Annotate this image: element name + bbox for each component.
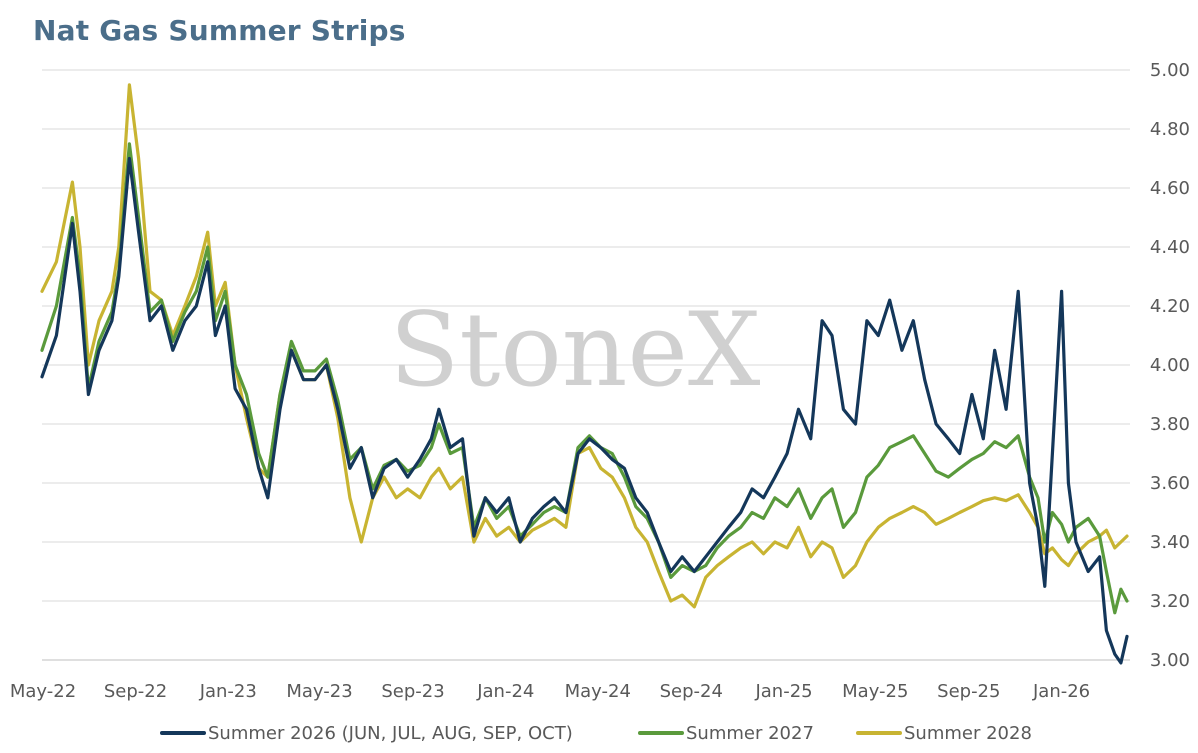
legend-swatch xyxy=(638,731,684,735)
y-tick-label: 3.80 xyxy=(1150,414,1190,435)
legend-item: Summer 2028 xyxy=(856,718,1032,748)
legend-label: Summer 2027 xyxy=(686,722,814,744)
x-tick-label: May-22 xyxy=(10,681,76,702)
x-axis-ticks: May-22 Sep-22 Jan-23 May-23 Sep-23 Jan-24 May-… xyxy=(10,681,1090,702)
y-tick-label: 5.00 xyxy=(1150,60,1190,81)
legend-swatch xyxy=(856,731,902,735)
x-tick-label: Jan-26 xyxy=(1032,681,1090,702)
x-tick-label: Sep-22 xyxy=(104,681,167,702)
legend-swatch xyxy=(160,731,206,735)
y-tick-label: 4.40 xyxy=(1150,237,1190,258)
legend: Summer 2026 (JUN, JUL, AUG, SEP, OCT) Sum… xyxy=(0,718,1198,748)
x-tick-label: May-25 xyxy=(842,681,908,702)
legend-label: Summer 2028 xyxy=(904,722,1032,744)
chart-title: Nat Gas Summer Strips xyxy=(33,14,406,47)
gridlines xyxy=(42,69,1130,661)
line-chart: StoneX 3.00 3.20 3.40 3.60 3.80 4.00 4.20 4.40 4… xyxy=(10,60,1190,702)
x-tick-label: Sep-24 xyxy=(660,681,723,702)
y-tick-label: 4.00 xyxy=(1150,355,1190,376)
watermark-logo: StoneX xyxy=(390,291,761,410)
legend-label: Summer 2026 (JUN, JUL, AUG, SEP, OCT) xyxy=(208,722,573,744)
x-tick-label: Jan-23 xyxy=(199,681,257,702)
series-lines xyxy=(40,83,1129,665)
y-tick-label: 4.80 xyxy=(1150,119,1190,140)
legend-item: Summer 2027 xyxy=(638,718,814,748)
x-tick-label: May-24 xyxy=(565,681,631,702)
y-tick-label: 3.40 xyxy=(1150,532,1190,553)
y-tick-label: 3.60 xyxy=(1150,473,1190,494)
legend-item: Summer 2026 (JUN, JUL, AUG, SEP, OCT) xyxy=(160,718,573,748)
x-tick-label: May-23 xyxy=(286,681,352,702)
y-axis-ticks: 3.00 3.20 3.40 3.60 3.80 4.00 4.20 4.40 4.60 4.80… xyxy=(1150,60,1190,671)
series-line xyxy=(40,83,1129,609)
x-tick-label: Sep-25 xyxy=(937,681,1000,702)
y-tick-label: 3.20 xyxy=(1150,591,1190,612)
x-tick-label: Jan-25 xyxy=(754,681,812,702)
y-tick-label: 4.60 xyxy=(1150,178,1190,199)
y-tick-label: 3.00 xyxy=(1150,650,1190,671)
y-tick-label: 4.20 xyxy=(1150,296,1190,317)
x-tick-label: Sep-23 xyxy=(381,681,444,702)
x-tick-label: Jan-24 xyxy=(476,681,534,702)
series-line xyxy=(40,156,1129,665)
